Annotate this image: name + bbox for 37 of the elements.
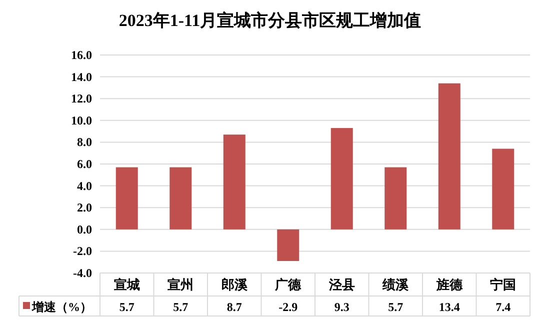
y-tick-label: 2.0 <box>77 200 92 215</box>
bar <box>170 167 192 230</box>
data-label: 13.4 <box>438 300 460 314</box>
y-tick-label: 8.0 <box>77 135 92 150</box>
y-tick-label: 12.0 <box>71 92 92 106</box>
x-tick-label: 泾县 <box>328 277 355 292</box>
bar <box>438 83 460 230</box>
x-tick-label: 宣州 <box>168 277 194 292</box>
y-tick-label: -2.0 <box>73 244 92 258</box>
y-tick-label: 0.0 <box>77 222 92 236</box>
bar <box>330 128 353 230</box>
bar <box>277 229 300 262</box>
bar <box>384 167 407 230</box>
data-label: 5.7 <box>388 300 404 314</box>
data-label: 8.7 <box>226 300 242 314</box>
chart-title: 2023年1-11月宣城市分县市区规工增加值 <box>118 11 422 30</box>
y-tick-label: 6.0 <box>77 157 92 171</box>
x-tick-label: 旌德 <box>435 277 464 292</box>
x-tick-label: 宣城 <box>114 277 140 292</box>
data-label: 9.3 <box>334 300 350 314</box>
data-label: -2.9 <box>278 300 298 314</box>
x-tick-label: 绩溪 <box>382 277 410 292</box>
data-label: 7.4 <box>496 300 511 314</box>
y-tick-label: 14.0 <box>71 70 92 84</box>
legend-label: 增速（%） <box>31 300 92 314</box>
y-tick-label: 16.0 <box>71 48 92 62</box>
data-label: 5.7 <box>119 300 134 314</box>
bar <box>223 134 246 230</box>
data-label: 5.7 <box>173 300 188 314</box>
x-tick-label: 宁国 <box>490 277 516 292</box>
x-tick-label: 郎溪 <box>221 277 248 292</box>
bar <box>492 148 514 230</box>
y-tick-label: 10.0 <box>71 113 92 128</box>
y-tick-label: -4.0 <box>73 266 92 280</box>
x-tick-label: 广德 <box>274 277 302 292</box>
y-tick-label: 4.0 <box>77 178 92 193</box>
bar <box>116 167 138 230</box>
